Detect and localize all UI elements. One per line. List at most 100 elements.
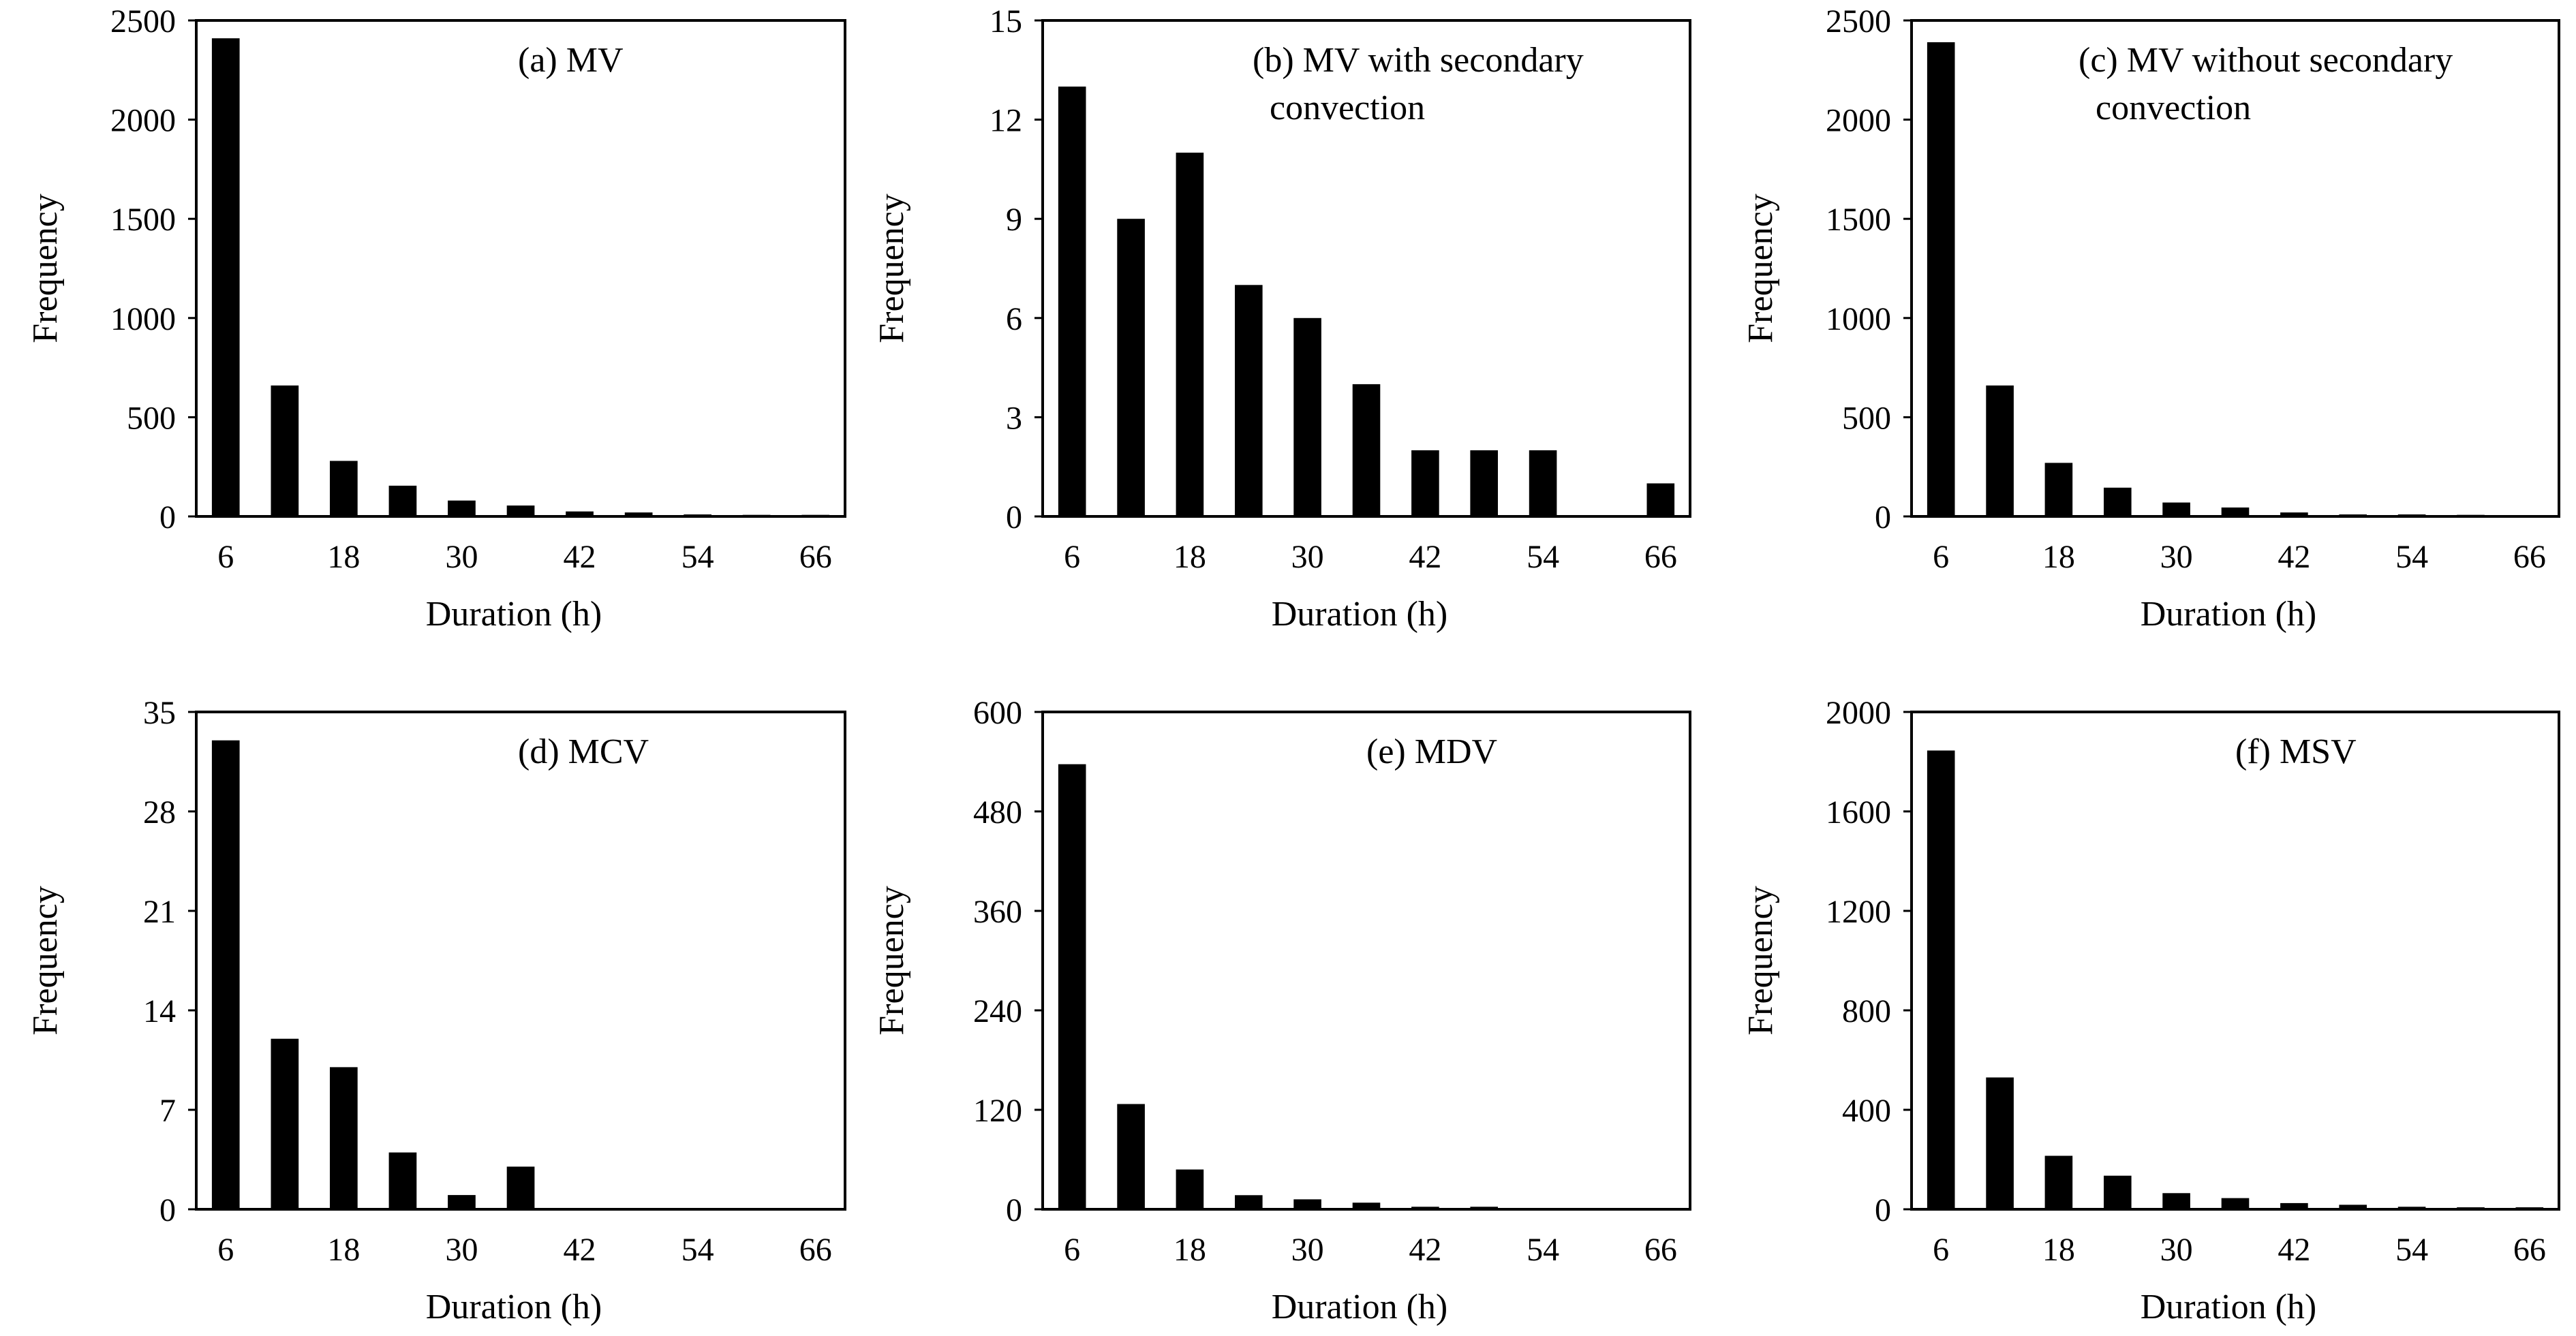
y-tick-label-f-1600: 1600 bbox=[1826, 794, 1891, 830]
bar-a-54 bbox=[684, 514, 711, 516]
x-tick-label-b-42: 42 bbox=[1409, 539, 1441, 575]
x-tick-label-c-42: 42 bbox=[2278, 539, 2310, 575]
x-axis-title-e: Duration (h) bbox=[1272, 1288, 1447, 1326]
panel-title-f-line-1: (f) MSV bbox=[2235, 732, 2357, 771]
x-tick-label-e-30: 30 bbox=[1291, 1232, 1324, 1268]
bar-d-6 bbox=[211, 740, 240, 1209]
y-tick-label-e-240: 240 bbox=[973, 993, 1022, 1029]
bar-a-18 bbox=[330, 461, 358, 516]
y-tick-label-e-120: 120 bbox=[973, 1093, 1022, 1129]
panel-title-b-line-2: convection bbox=[1270, 89, 1425, 127]
x-tick-label-f-30: 30 bbox=[2160, 1232, 2193, 1268]
bar-b-42 bbox=[1411, 450, 1439, 516]
bar-e-36 bbox=[1352, 1202, 1381, 1209]
x-tick-label-e-6: 6 bbox=[1064, 1232, 1080, 1268]
bar-b-24 bbox=[1235, 285, 1263, 516]
bar-f-18 bbox=[2044, 1155, 2073, 1209]
x-tick-label-d-66: 66 bbox=[799, 1232, 832, 1268]
x-tick-label-f-18: 18 bbox=[2042, 1232, 2075, 1268]
y-tick-label-a-0: 0 bbox=[159, 499, 176, 535]
bar-c-18 bbox=[2044, 463, 2073, 516]
x-tick-label-e-54: 54 bbox=[1527, 1232, 1559, 1268]
bar-c-36 bbox=[2221, 507, 2250, 516]
x-tick-label-c-30: 30 bbox=[2160, 539, 2193, 575]
y-axis-title-d: Frequency bbox=[26, 886, 65, 1035]
panel-title-b-line-1: (b) MV with secondary bbox=[1253, 41, 1584, 80]
x-tick-label-f-54: 54 bbox=[2395, 1232, 2428, 1268]
bar-a-42 bbox=[566, 511, 594, 516]
bar-a-24 bbox=[388, 485, 417, 516]
bar-b-54 bbox=[1529, 450, 1557, 516]
x-tick-label-a-18: 18 bbox=[327, 539, 360, 575]
y-tick-label-b-12: 12 bbox=[990, 103, 1022, 139]
bar-f-42 bbox=[2280, 1202, 2308, 1209]
y-axis-title-a: Frequency bbox=[26, 193, 65, 343]
y-axis-title-b: Frequency bbox=[872, 193, 911, 343]
panel-a: 0 500 1000 1500 2000 2500 6 18 30 42 54 66 Duration … bbox=[26, 3, 846, 634]
bar-f-66 bbox=[2515, 1207, 2544, 1209]
y-tick-label-f-400: 400 bbox=[1842, 1093, 1891, 1129]
y-axis-title-f: Frequency bbox=[1741, 886, 1780, 1035]
y-tick-label-d-28: 28 bbox=[143, 794, 176, 830]
x-tick-label-a-42: 42 bbox=[564, 539, 596, 575]
x-tick-label-a-30: 30 bbox=[445, 539, 478, 575]
bar-b-6 bbox=[1058, 87, 1086, 517]
panel-c: 0 500 1000 1500 2000 2500 6 18 30 42 54 66 Duration … bbox=[1741, 3, 2560, 634]
bar-d-36 bbox=[506, 1166, 535, 1209]
bar-f-48 bbox=[2339, 1205, 2367, 1209]
y-tick-label-f-800: 800 bbox=[1842, 993, 1891, 1029]
y-tick-label-a-500: 500 bbox=[127, 400, 176, 436]
y-tick-label-e-0: 0 bbox=[1006, 1192, 1022, 1228]
x-tick-label-d-42: 42 bbox=[564, 1232, 596, 1268]
y-tick-label-c-0: 0 bbox=[1875, 499, 1891, 535]
y-tick-label-f-0: 0 bbox=[1875, 1192, 1891, 1228]
x-tick-label-e-42: 42 bbox=[1409, 1232, 1441, 1268]
y-tick-label-e-480: 480 bbox=[973, 794, 1022, 830]
bar-d-30 bbox=[448, 1195, 476, 1209]
y-tick-label-a-2500: 2500 bbox=[110, 3, 176, 40]
x-tick-label-b-30: 30 bbox=[1291, 539, 1324, 575]
x-tick-label-f-42: 42 bbox=[2278, 1232, 2310, 1268]
y-tick-label-c-2500: 2500 bbox=[1826, 3, 1891, 40]
bar-a-30 bbox=[448, 500, 476, 516]
y-tick-label-f-2000: 2000 bbox=[1826, 695, 1891, 731]
bar-e-48 bbox=[1470, 1207, 1498, 1209]
panel-b: 0 3 6 9 12 15 6 18 30 42 54 66 Duration (h) Frequency… bbox=[872, 3, 1691, 634]
y-tick-label-a-1500: 1500 bbox=[110, 202, 176, 238]
bar-a-6 bbox=[211, 38, 240, 516]
bar-f-54 bbox=[2397, 1207, 2426, 1209]
bar-d-12 bbox=[271, 1038, 299, 1209]
bar-e-18 bbox=[1176, 1169, 1204, 1209]
x-tick-label-a-6: 6 bbox=[217, 539, 234, 575]
bar-a-66 bbox=[801, 514, 830, 516]
bar-e-30 bbox=[1293, 1199, 1321, 1209]
bar-b-66 bbox=[1646, 483, 1675, 516]
x-tick-label-f-6: 6 bbox=[1933, 1232, 1949, 1268]
y-tick-label-b-9: 9 bbox=[1006, 202, 1022, 238]
bar-e-6 bbox=[1058, 764, 1086, 1209]
x-tick-label-b-54: 54 bbox=[1527, 539, 1559, 575]
y-tick-label-b-6: 6 bbox=[1006, 301, 1022, 337]
y-tick-label-c-2000: 2000 bbox=[1826, 103, 1891, 139]
panel-title-d-line-1: (d) MCV bbox=[518, 732, 649, 771]
x-axis-title-b: Duration (h) bbox=[1272, 595, 1447, 634]
y-tick-label-f-1200: 1200 bbox=[1826, 894, 1891, 930]
x-tick-label-a-66: 66 bbox=[799, 539, 832, 575]
bar-f-24 bbox=[2104, 1175, 2132, 1209]
y-tick-label-a-2000: 2000 bbox=[110, 103, 176, 139]
bar-e-12 bbox=[1117, 1104, 1145, 1209]
y-tick-label-c-1500: 1500 bbox=[1826, 202, 1891, 238]
bar-e-24 bbox=[1235, 1195, 1263, 1209]
y-tick-label-e-360: 360 bbox=[973, 894, 1022, 930]
bar-f-30 bbox=[2162, 1193, 2190, 1209]
x-axis-title-a: Duration (h) bbox=[426, 595, 602, 634]
x-tick-label-d-18: 18 bbox=[327, 1232, 360, 1268]
bar-c-48 bbox=[2339, 514, 2367, 516]
x-tick-label-a-54: 54 bbox=[681, 539, 714, 575]
y-tick-label-d-35: 35 bbox=[143, 695, 176, 731]
bar-b-12 bbox=[1117, 219, 1145, 516]
bar-a-48 bbox=[624, 512, 653, 516]
x-tick-label-d-6: 6 bbox=[217, 1232, 234, 1268]
y-tick-label-c-500: 500 bbox=[1842, 400, 1891, 436]
